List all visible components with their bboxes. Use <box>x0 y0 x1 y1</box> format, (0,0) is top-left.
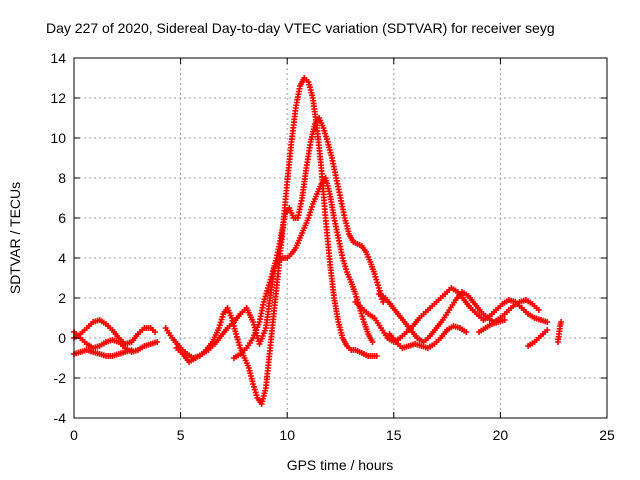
data-point <box>372 273 379 280</box>
data-point <box>373 353 380 359</box>
x-tick-label: 15 <box>386 427 402 443</box>
data-point <box>128 347 135 353</box>
data-point <box>380 299 387 305</box>
data-series-track-9 <box>386 323 470 351</box>
data-point <box>544 319 551 325</box>
y-tick-label: 4 <box>58 250 66 266</box>
data-point <box>501 317 508 323</box>
data-series-track-7 <box>352 285 551 345</box>
y-tick-label: 0 <box>58 330 66 346</box>
y-tick-label: 6 <box>58 210 66 226</box>
data-point <box>154 339 161 345</box>
data-point <box>376 287 383 294</box>
data-point <box>340 257 347 264</box>
data-point <box>544 327 551 333</box>
data-point <box>152 329 159 335</box>
chart-title: Day 227 of 2020, Sidereal Day-to-day VTE… <box>46 20 555 36</box>
x-tick-label: 20 <box>493 427 509 443</box>
data-series-track-2 <box>71 347 135 359</box>
data-point <box>265 282 272 289</box>
x-tick-label: 0 <box>70 427 78 443</box>
data-series-track-12 <box>554 319 565 345</box>
y-tick-label: 2 <box>58 290 66 306</box>
x-tick-label: 10 <box>279 427 295 443</box>
x-axis-label: GPS time / hours <box>287 457 394 473</box>
data-point <box>267 276 274 283</box>
y-tick-label: 8 <box>58 170 66 186</box>
data-point <box>374 279 381 286</box>
data-point <box>359 313 366 320</box>
axis-ticks <box>73 57 608 419</box>
y-tick-label: 12 <box>50 90 66 106</box>
data-layer <box>71 75 565 407</box>
data-point <box>535 307 542 313</box>
data-point <box>463 329 470 335</box>
data-point <box>250 383 257 390</box>
y-axis-label: SDTVAR / TECUs <box>7 182 23 294</box>
data-point <box>369 339 376 345</box>
plot-frame <box>73 57 608 419</box>
y-tick-label: -4 <box>54 410 67 426</box>
data-point <box>342 263 349 270</box>
data-point <box>235 339 242 346</box>
data-series-track-11 <box>525 327 551 349</box>
data-series-track-6 <box>230 115 387 361</box>
data-series-track-10 <box>476 317 508 335</box>
data-point <box>216 322 223 329</box>
data-point <box>558 319 565 325</box>
x-tick-label: 25 <box>599 427 615 443</box>
y-tick-label: 14 <box>50 50 66 66</box>
y-tick-label: 10 <box>50 130 66 146</box>
data-point <box>233 333 240 340</box>
data-point <box>263 290 270 297</box>
data-series-track-8 <box>375 289 542 345</box>
data-point <box>261 296 268 303</box>
y-tick-label: -2 <box>54 370 67 386</box>
data-point <box>353 293 360 300</box>
tick-labels: 0 5 10 15 20 25 -4 -2 0 2 4 6 8 10 12 14 <box>50 50 615 443</box>
data-point <box>252 389 259 396</box>
data-point <box>218 316 225 323</box>
x-tick-label: 5 <box>177 427 185 443</box>
